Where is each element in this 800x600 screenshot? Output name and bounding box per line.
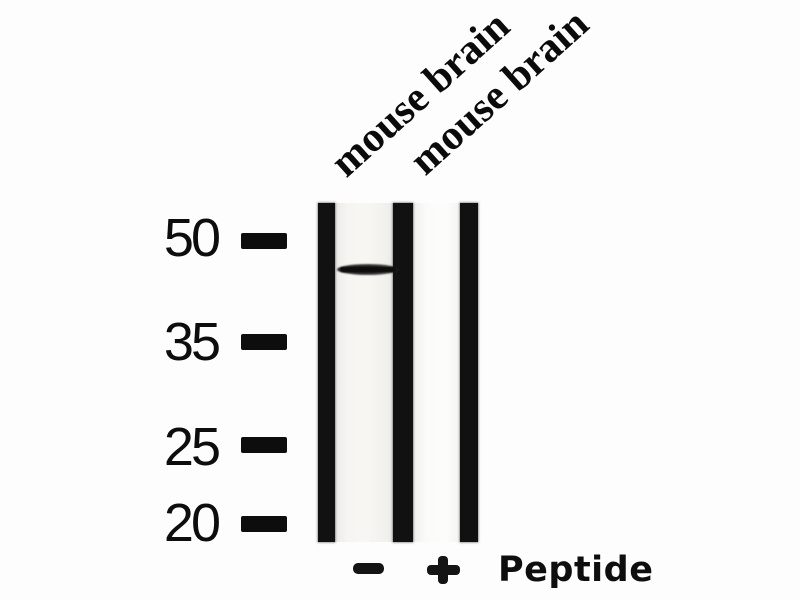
mw-tick-25 [241, 437, 287, 453]
peptide-plus-sign [427, 556, 460, 584]
mw-marker-label-25: 25 [163, 417, 221, 477]
lane-1-strip [335, 203, 393, 542]
mw-marker-label-35: 35 [163, 312, 221, 372]
peptide-row-label: Peptide [498, 550, 654, 590]
peptide-minus-sign [353, 563, 384, 574]
lane-2-strip [413, 203, 460, 542]
mw-marker-label-50: 50 [163, 208, 221, 268]
strip-edge-left [318, 203, 335, 542]
mw-tick-50 [241, 233, 287, 249]
strip-edge-right [460, 203, 478, 542]
strip-edge-middle [393, 203, 413, 542]
mw-tick-35 [241, 334, 287, 350]
mw-marker-label-20: 20 [163, 493, 221, 553]
protein-band-lane-1-core [340, 267, 396, 272]
mw-tick-20 [241, 516, 287, 532]
plus-sign-vertical-stroke [438, 556, 448, 584]
